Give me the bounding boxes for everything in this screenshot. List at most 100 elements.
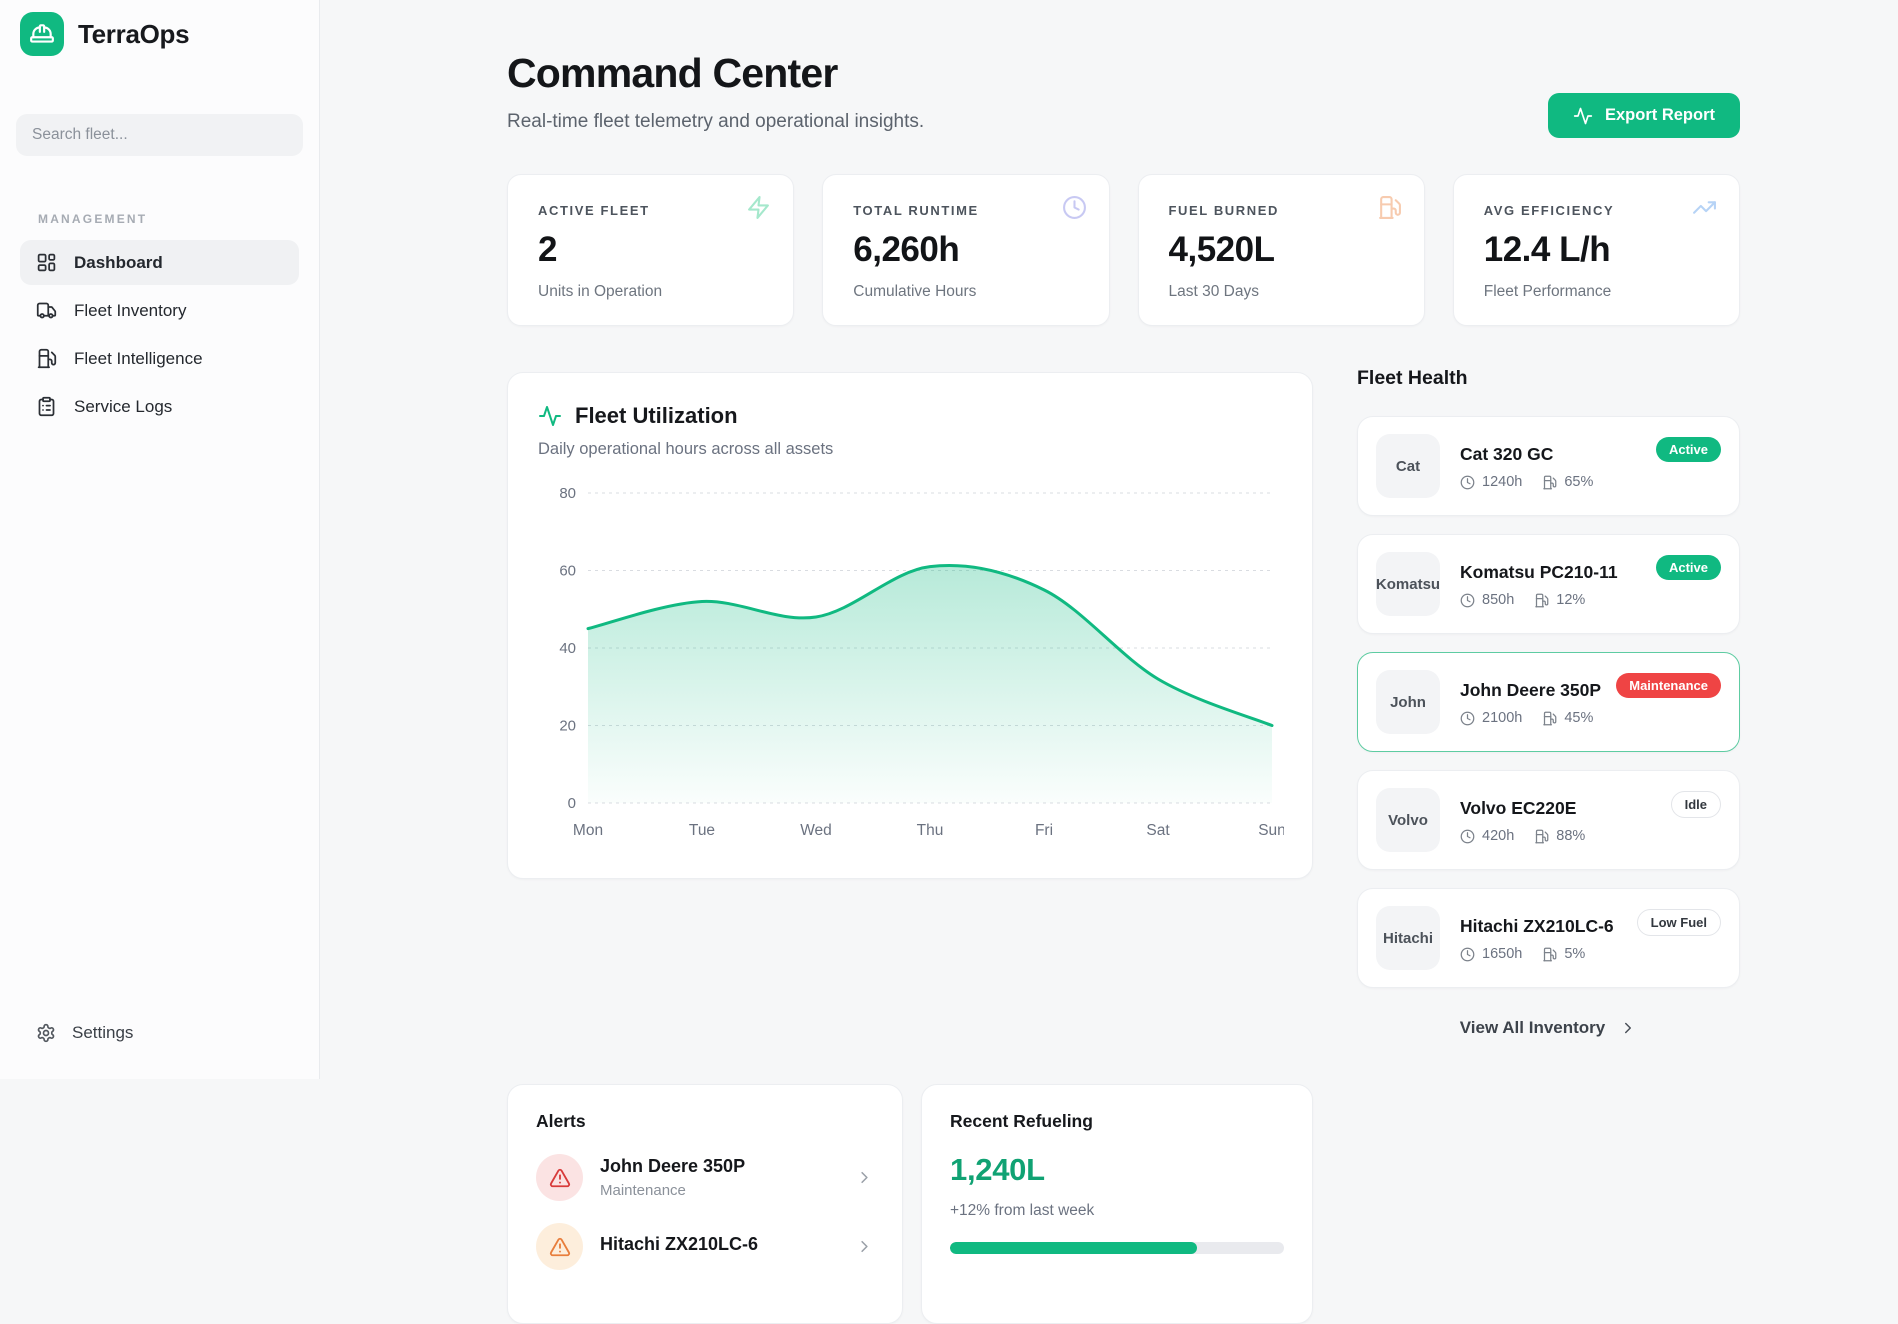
view-all-inventory-link[interactable]: View All Inventory	[1357, 1018, 1740, 1038]
clock-icon	[1460, 593, 1475, 608]
alert-item-john-deere-350p[interactable]: John Deere 350P Maintenance	[536, 1154, 874, 1201]
chevron-right-icon	[855, 1168, 874, 1187]
sidebar-item-fleet-intelligence[interactable]: Fleet Intelligence	[20, 336, 299, 381]
chart-title: Fleet Utilization	[575, 403, 738, 428]
avatar: Volvo	[1376, 788, 1440, 852]
fleet-card-hitachi-zx210lc-6[interactable]: Hitachi Hitachi ZX210LC-6 1650h 5% Low F…	[1357, 888, 1740, 988]
app-logo: TerraOps	[0, 0, 319, 56]
fleet-card-john-deere-350p[interactable]: John John Deere 350P 2100h 45% Maintenan…	[1357, 652, 1740, 752]
sidebar-item-settings[interactable]: Settings	[0, 1011, 319, 1055]
stat-card-avg-efficiency: AVG EFFICIENCY 12.4 L/h Fleet Performanc…	[1452, 174, 1740, 326]
fuel-pump-icon	[1534, 829, 1549, 844]
fuel-value: 88%	[1556, 828, 1586, 844]
sidebar-item-fleet-inventory[interactable]: Fleet Inventory	[20, 288, 299, 333]
svg-text:40: 40	[559, 640, 576, 657]
avatar: Komatsu	[1376, 552, 1440, 616]
fleet-utilization-card: Fleet Utilization Daily operational hour…	[507, 372, 1313, 879]
fleet-card-cat-320-gc[interactable]: Cat Cat 320 GC 1240h 65% Active	[1357, 416, 1740, 516]
sidebar-item-dashboard[interactable]: Dashboard	[20, 240, 299, 285]
stat-card-total-runtime: TOTAL RUNTIME 6,260h Cumulative Hours	[822, 174, 1110, 326]
hours-value: 2100h	[1482, 710, 1523, 726]
clock-icon	[1062, 195, 1087, 220]
search-input[interactable]	[16, 114, 303, 156]
equipment-name: Cat 320 GC	[1460, 444, 1554, 464]
alert-name: Hitachi ZX210LC-6	[600, 1233, 759, 1254]
gear-icon	[36, 1023, 56, 1043]
svg-text:Fri: Fri	[1035, 822, 1053, 839]
hard-hat-icon	[20, 12, 64, 56]
status-badge: Maintenance	[1616, 673, 1721, 698]
app-title: TerraOps	[78, 18, 190, 49]
sidebar: TerraOps MANAGEMENT Dashboard Fleet Inve…	[0, 0, 320, 1079]
svg-text:Thu: Thu	[917, 822, 944, 839]
stat-sub: Last 30 Days	[1168, 283, 1259, 300]
refueling-value: 1,240L	[950, 1152, 1045, 1187]
view-all-label: View All Inventory	[1459, 1018, 1606, 1037]
stat-label: AVG EFFICIENCY	[1483, 203, 1615, 218]
avatar: Hitachi	[1376, 906, 1440, 970]
svg-text:Tue: Tue	[689, 822, 715, 839]
fleet-health-title: Fleet Health	[1357, 367, 1468, 389]
hours-value: 1650h	[1482, 946, 1523, 962]
stat-label: ACTIVE FLEET	[538, 203, 650, 218]
fuel-pump-icon	[1542, 711, 1557, 726]
chevron-right-icon	[1619, 1019, 1637, 1037]
stat-card-active-fleet: ACTIVE FLEET 2 Units in Operation	[507, 174, 795, 326]
truck-icon	[36, 300, 57, 321]
svg-text:Sun: Sun	[1258, 822, 1284, 839]
chart-subtitle: Daily operational hours across all asset…	[538, 440, 834, 458]
fuel-value: 12%	[1556, 592, 1586, 608]
fleet-health-panel: Fleet Health Cat Cat 320 GC 1240h 65% Ac…	[1357, 367, 1740, 1038]
equipment-name: Komatsu PC210-11	[1460, 562, 1618, 582]
sidebar-item-label: Fleet Intelligence	[74, 348, 203, 368]
stats-row: ACTIVE FLEET 2 Units in Operation TOTAL …	[507, 174, 1740, 326]
hours-value: 420h	[1482, 828, 1515, 844]
clock-icon	[1460, 711, 1475, 726]
svg-text:0: 0	[568, 795, 576, 812]
avatar: John	[1376, 670, 1440, 734]
stat-value: 2	[538, 230, 557, 269]
fleet-card-volvo-ec220e[interactable]: Volvo Volvo EC220E 420h 88% Idle	[1357, 770, 1740, 870]
page-title: Command Center	[507, 50, 838, 96]
recent-refueling-card: Recent Refueling 1,240L +12% from last w…	[921, 1084, 1313, 1324]
svg-text:Sat: Sat	[1146, 822, 1170, 839]
hours-value: 850h	[1482, 592, 1515, 608]
alert-item-hitachi-zx210lc-6[interactable]: Hitachi ZX210LC-6	[536, 1223, 874, 1270]
status-badge: Active	[1655, 437, 1721, 462]
refueling-progress-bar	[950, 1242, 1284, 1254]
clock-icon	[1460, 475, 1475, 490]
equipment-name: Hitachi ZX210LC-6	[1460, 916, 1614, 936]
svg-text:20: 20	[559, 718, 576, 735]
svg-text:80: 80	[559, 485, 576, 502]
stat-value: 12.4 L/h	[1483, 230, 1611, 269]
warning-icon	[536, 1223, 583, 1270]
avatar: Cat	[1376, 434, 1440, 498]
alert-name: John Deere 350P	[600, 1156, 746, 1176]
sidebar-item-service-logs[interactable]: Service Logs	[20, 384, 299, 429]
activity-icon	[538, 404, 562, 428]
fuel-pump-icon	[1534, 593, 1549, 608]
export-report-label: Export Report	[1604, 106, 1715, 124]
utilization-area-chart: 0 20 40 60 80 Mon Tue Wed Thu Fri Sat Sun	[559, 485, 1285, 839]
fuel-pump-icon	[1542, 475, 1557, 490]
alerts-title: Alerts	[536, 1111, 586, 1131]
sidebar-item-label: Fleet Inventory	[74, 300, 187, 320]
fuel-pump-icon	[1542, 947, 1557, 962]
fleet-card-komatsu-pc210-11[interactable]: Komatsu Komatsu PC210-11 850h 12% Active	[1357, 534, 1740, 634]
status-badge: Low Fuel	[1636, 909, 1721, 936]
refueling-title: Recent Refueling	[950, 1111, 1093, 1131]
dashboard-icon	[36, 252, 57, 273]
refueling-delta: +12% from last week	[950, 1202, 1095, 1219]
clipboard-icon	[36, 396, 57, 417]
settings-label: Settings	[72, 1023, 134, 1042]
fuel-pump-icon	[36, 348, 57, 369]
fuel-value: 5%	[1564, 946, 1586, 962]
export-report-button[interactable]: Export Report	[1547, 93, 1740, 138]
nav-section-label: MANAGEMENT	[38, 212, 148, 226]
stat-sub: Cumulative Hours	[853, 283, 977, 300]
chevron-right-icon	[855, 1237, 874, 1256]
svg-text:60: 60	[559, 563, 576, 580]
page-subtitle: Real-time fleet telemetry and operationa…	[507, 111, 925, 132]
sidebar-nav: Dashboard Fleet Inventory Fleet Intellig…	[0, 240, 319, 429]
clock-icon	[1460, 947, 1475, 962]
